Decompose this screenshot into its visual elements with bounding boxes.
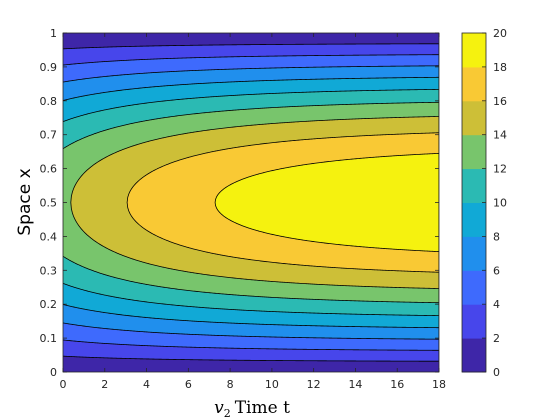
contour-line-14 [70, 116, 439, 289]
y-axis-ticks: 0 0.1 0.2 0.3 0.4 0.5 0.6 0.7 0.8 0.9 1 [40, 27, 439, 379]
x-axis-ticks: 0 2 4 6 8 10 12 14 16 18 [60, 33, 446, 391]
colorbar-tick-label: 4 [493, 298, 500, 311]
contour-line-4 [63, 54, 439, 351]
y-axis-label: Space x [15, 168, 35, 235]
contour-line-16 [126, 132, 439, 273]
x-axis-label-text: Time t [235, 398, 290, 418]
contour-line-12 [63, 101, 439, 304]
colorbar-ticks: 0 2 4 6 8 10 12 14 16 18 20 [482, 27, 507, 379]
x-axis-label-symbol: v [214, 398, 224, 418]
colorbar-segment [462, 66, 486, 102]
colorbar-segment [462, 202, 486, 237]
contour-line-10 [63, 88, 439, 317]
contour-line-8 [63, 76, 439, 329]
colorbar-tick-label: 6 [493, 264, 500, 277]
colorbar-tick-label: 8 [493, 230, 500, 243]
y-tick-label: 0.7 [40, 129, 58, 142]
x-tick-label: 12 [307, 378, 321, 391]
y-tick-label: 0.3 [40, 264, 58, 277]
x-tick-label: 14 [348, 378, 362, 391]
colorbar-tick-label: 18 [493, 61, 507, 74]
colorbar-tick-label: 12 [493, 163, 507, 176]
y-tick-label: 0.9 [40, 61, 58, 74]
colorbar-segment [462, 134, 486, 170]
x-axis-label: v2 Time t [214, 398, 290, 420]
x-tick-label: 0 [60, 378, 67, 391]
colorbar-tick-label: 2 [493, 332, 500, 345]
colorbar-segment [462, 304, 486, 339]
x-tick-label: 8 [227, 378, 234, 391]
contour-band-9 [215, 153, 439, 252]
colorbar-segment [462, 270, 486, 305]
colorbar-segment [462, 236, 486, 271]
colorbar-segment [462, 168, 486, 203]
colorbar-segment [462, 33, 486, 68]
y-tick-label: 0.2 [40, 298, 58, 311]
contour-lines [63, 43, 439, 362]
contour-bands [63, 33, 439, 372]
y-tick-label: 0.6 [40, 163, 58, 176]
colorbar-tick-label: 0 [493, 366, 500, 379]
colorbar-segment [462, 100, 486, 136]
y-tick-label: 0.5 [40, 197, 58, 210]
contour-line-2 [63, 43, 439, 362]
x-tick-label: 4 [143, 378, 150, 391]
contour-line-6 [63, 65, 439, 340]
colorbar-tick-label: 14 [493, 129, 507, 142]
y-tick-label: 0 [50, 366, 57, 379]
x-tick-label: 10 [265, 378, 279, 391]
colorbar-segment [462, 338, 486, 373]
x-tick-label: 2 [101, 378, 108, 391]
x-tick-label: 18 [432, 378, 446, 391]
y-tick-label: 0.4 [40, 230, 58, 243]
colorbar-tick-label: 16 [493, 95, 507, 108]
y-tick-label: 0.8 [40, 95, 58, 108]
x-tick-label: 16 [390, 378, 404, 391]
y-tick-label: 1 [50, 27, 57, 40]
colorbar-tick-label: 20 [493, 27, 507, 40]
x-tick-label: 6 [185, 378, 192, 391]
contour-line-18 [214, 152, 439, 253]
x-axis-label-subscript: 2 [224, 407, 231, 420]
colorbar-tick-label: 10 [493, 197, 507, 210]
y-tick-label: 0.1 [40, 332, 58, 345]
